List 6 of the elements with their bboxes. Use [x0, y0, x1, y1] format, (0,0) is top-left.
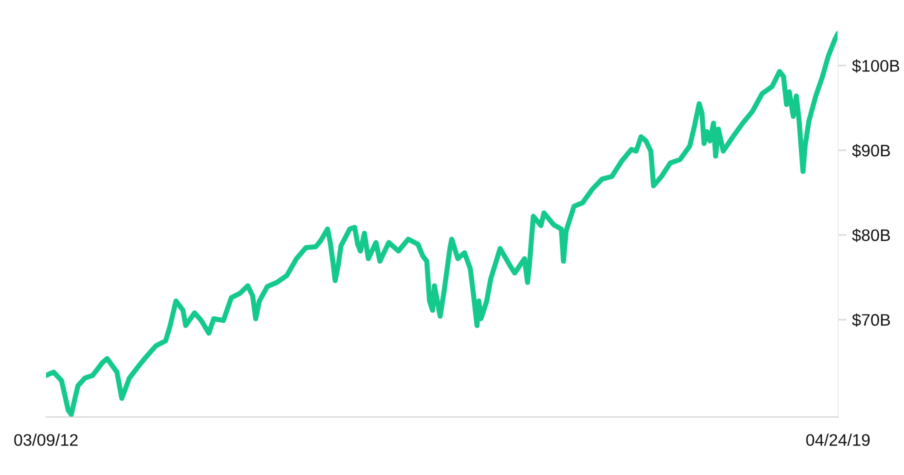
y-tick-label: $80B [852, 228, 890, 242]
y-tick-label: $100B [852, 59, 900, 73]
y-tick-label: $70B [852, 313, 890, 327]
y-tick-label: $90B [852, 144, 890, 158]
x-tick-label: 03/09/12 [14, 434, 78, 446]
x-tick-label: 04/24/19 [806, 434, 870, 446]
